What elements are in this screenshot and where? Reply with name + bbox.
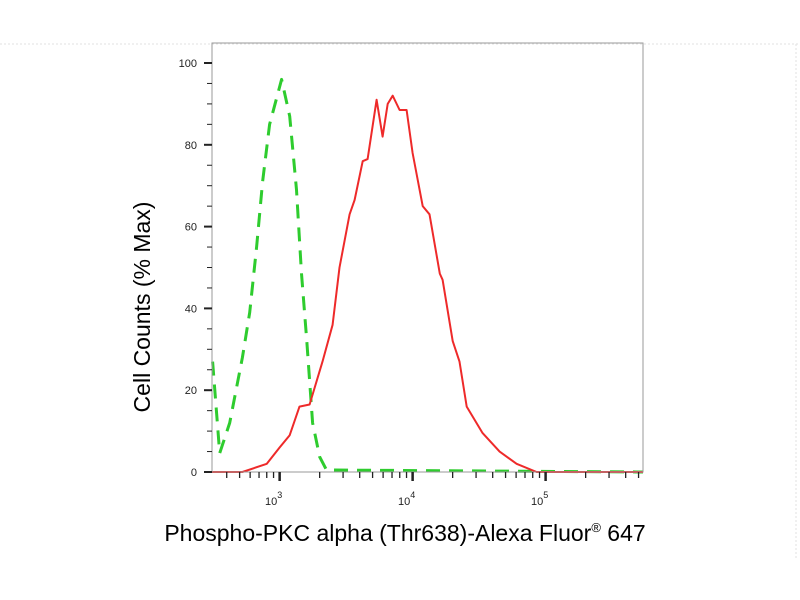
x-tick-label: 104 [398,490,415,508]
x-tick-label: 103 [265,490,282,508]
x-tick-exponent: 5 [543,490,548,500]
y-tick-label: 100 [179,58,197,70]
x-axis-title-registered: ® [591,520,601,535]
x-tick-base: 10 [531,496,543,508]
y-tick-label: 60 [185,222,197,234]
x-axis-title-suffix: 647 [601,520,646,546]
y-tick-label: 20 [185,385,197,397]
y-axis-title: Cell Counts (% Max) [129,202,155,413]
plot-frame [211,42,644,473]
y-tick-label: 0 [191,467,197,479]
x-axis-title: Phospho-PKC alpha (Thr638)-Alexa Fluor® … [164,520,645,546]
y-tick-label: 40 [185,303,197,315]
x-tick-exponent: 3 [277,490,282,500]
series-line-1 [211,77,644,474]
x-tick-label: 105 [531,490,548,508]
x-tick-base: 10 [398,496,410,508]
x-tick-base: 10 [265,496,277,508]
x-axis-title-main: Phospho-PKC alpha (Thr638)-Alexa Fluor [164,520,591,546]
x-tick-exponent: 4 [410,490,415,500]
y-tick-label: 80 [185,140,197,152]
series-line-0 [212,94,643,473]
